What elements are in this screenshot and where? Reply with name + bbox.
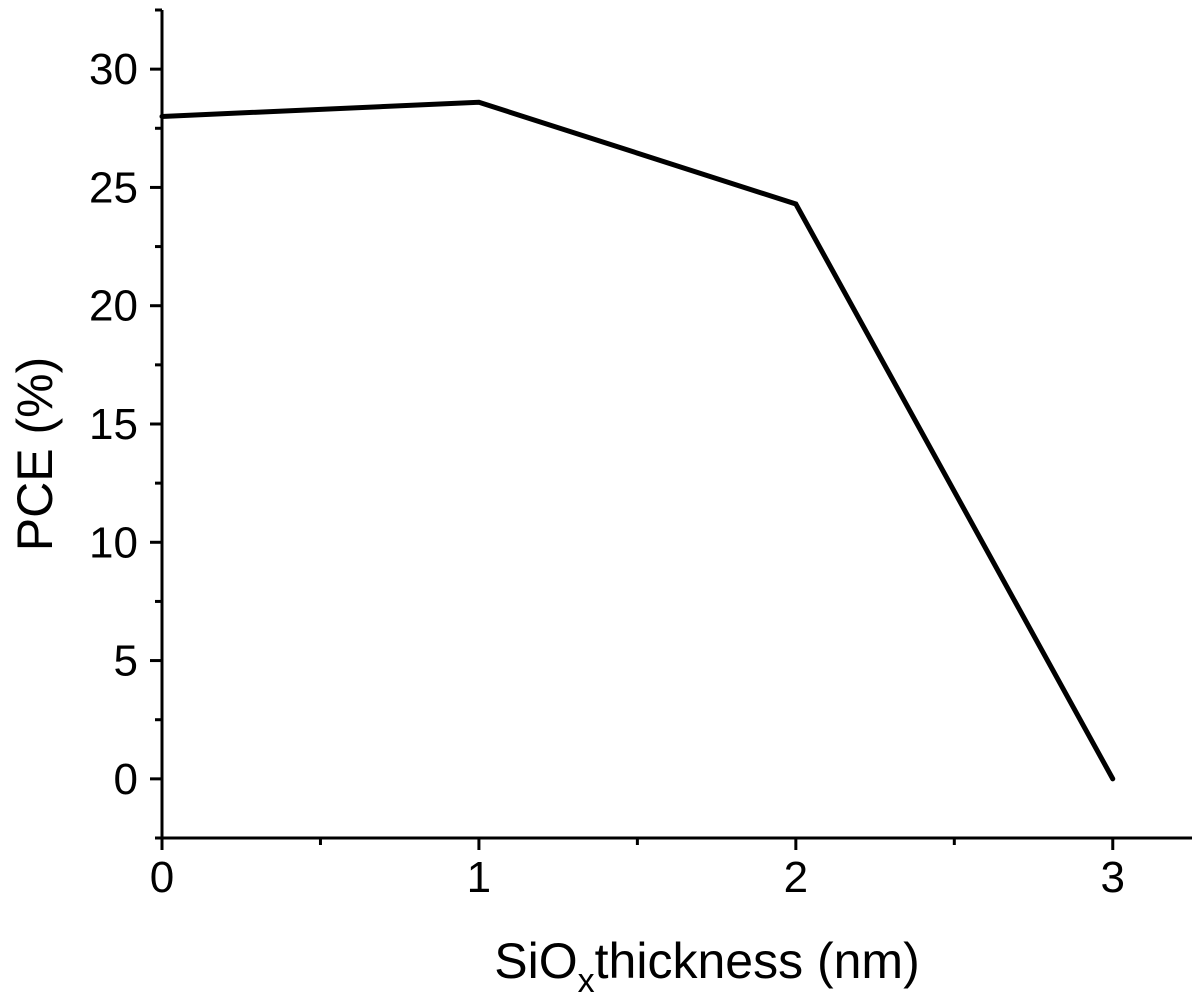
series-group	[159, 99, 1116, 782]
x-ticks: 0 1 2 3	[150, 838, 1125, 902]
x-axis-title-subscript: x	[578, 962, 595, 994]
y-tick-label: 30	[89, 45, 138, 94]
x-axis-title-main: SiO	[494, 933, 577, 989]
y-tick-label: 25	[89, 163, 138, 212]
y-tick-label: 10	[89, 518, 138, 567]
y-tick-label: 5	[114, 637, 138, 686]
axes	[160, 10, 1192, 840]
y-tick-label: 20	[89, 282, 138, 331]
x-tick-label: 0	[150, 853, 174, 902]
x-axis-title: SiOxthickness (nm)	[494, 933, 919, 994]
y-axis-title: PCE (%)	[7, 357, 63, 551]
x-tick-label: 2	[784, 853, 808, 902]
x-axis-title-rest: thickness (nm)	[595, 933, 920, 989]
y-tick-label: 15	[89, 400, 138, 449]
y-tick-label: 0	[114, 755, 138, 804]
series-line	[159, 99, 1116, 782]
x-tick-label: 3	[1101, 853, 1125, 902]
y-ticks: 0 5 10 15 20 25 30	[89, 8, 162, 840]
x-tick-label: 1	[467, 853, 491, 902]
